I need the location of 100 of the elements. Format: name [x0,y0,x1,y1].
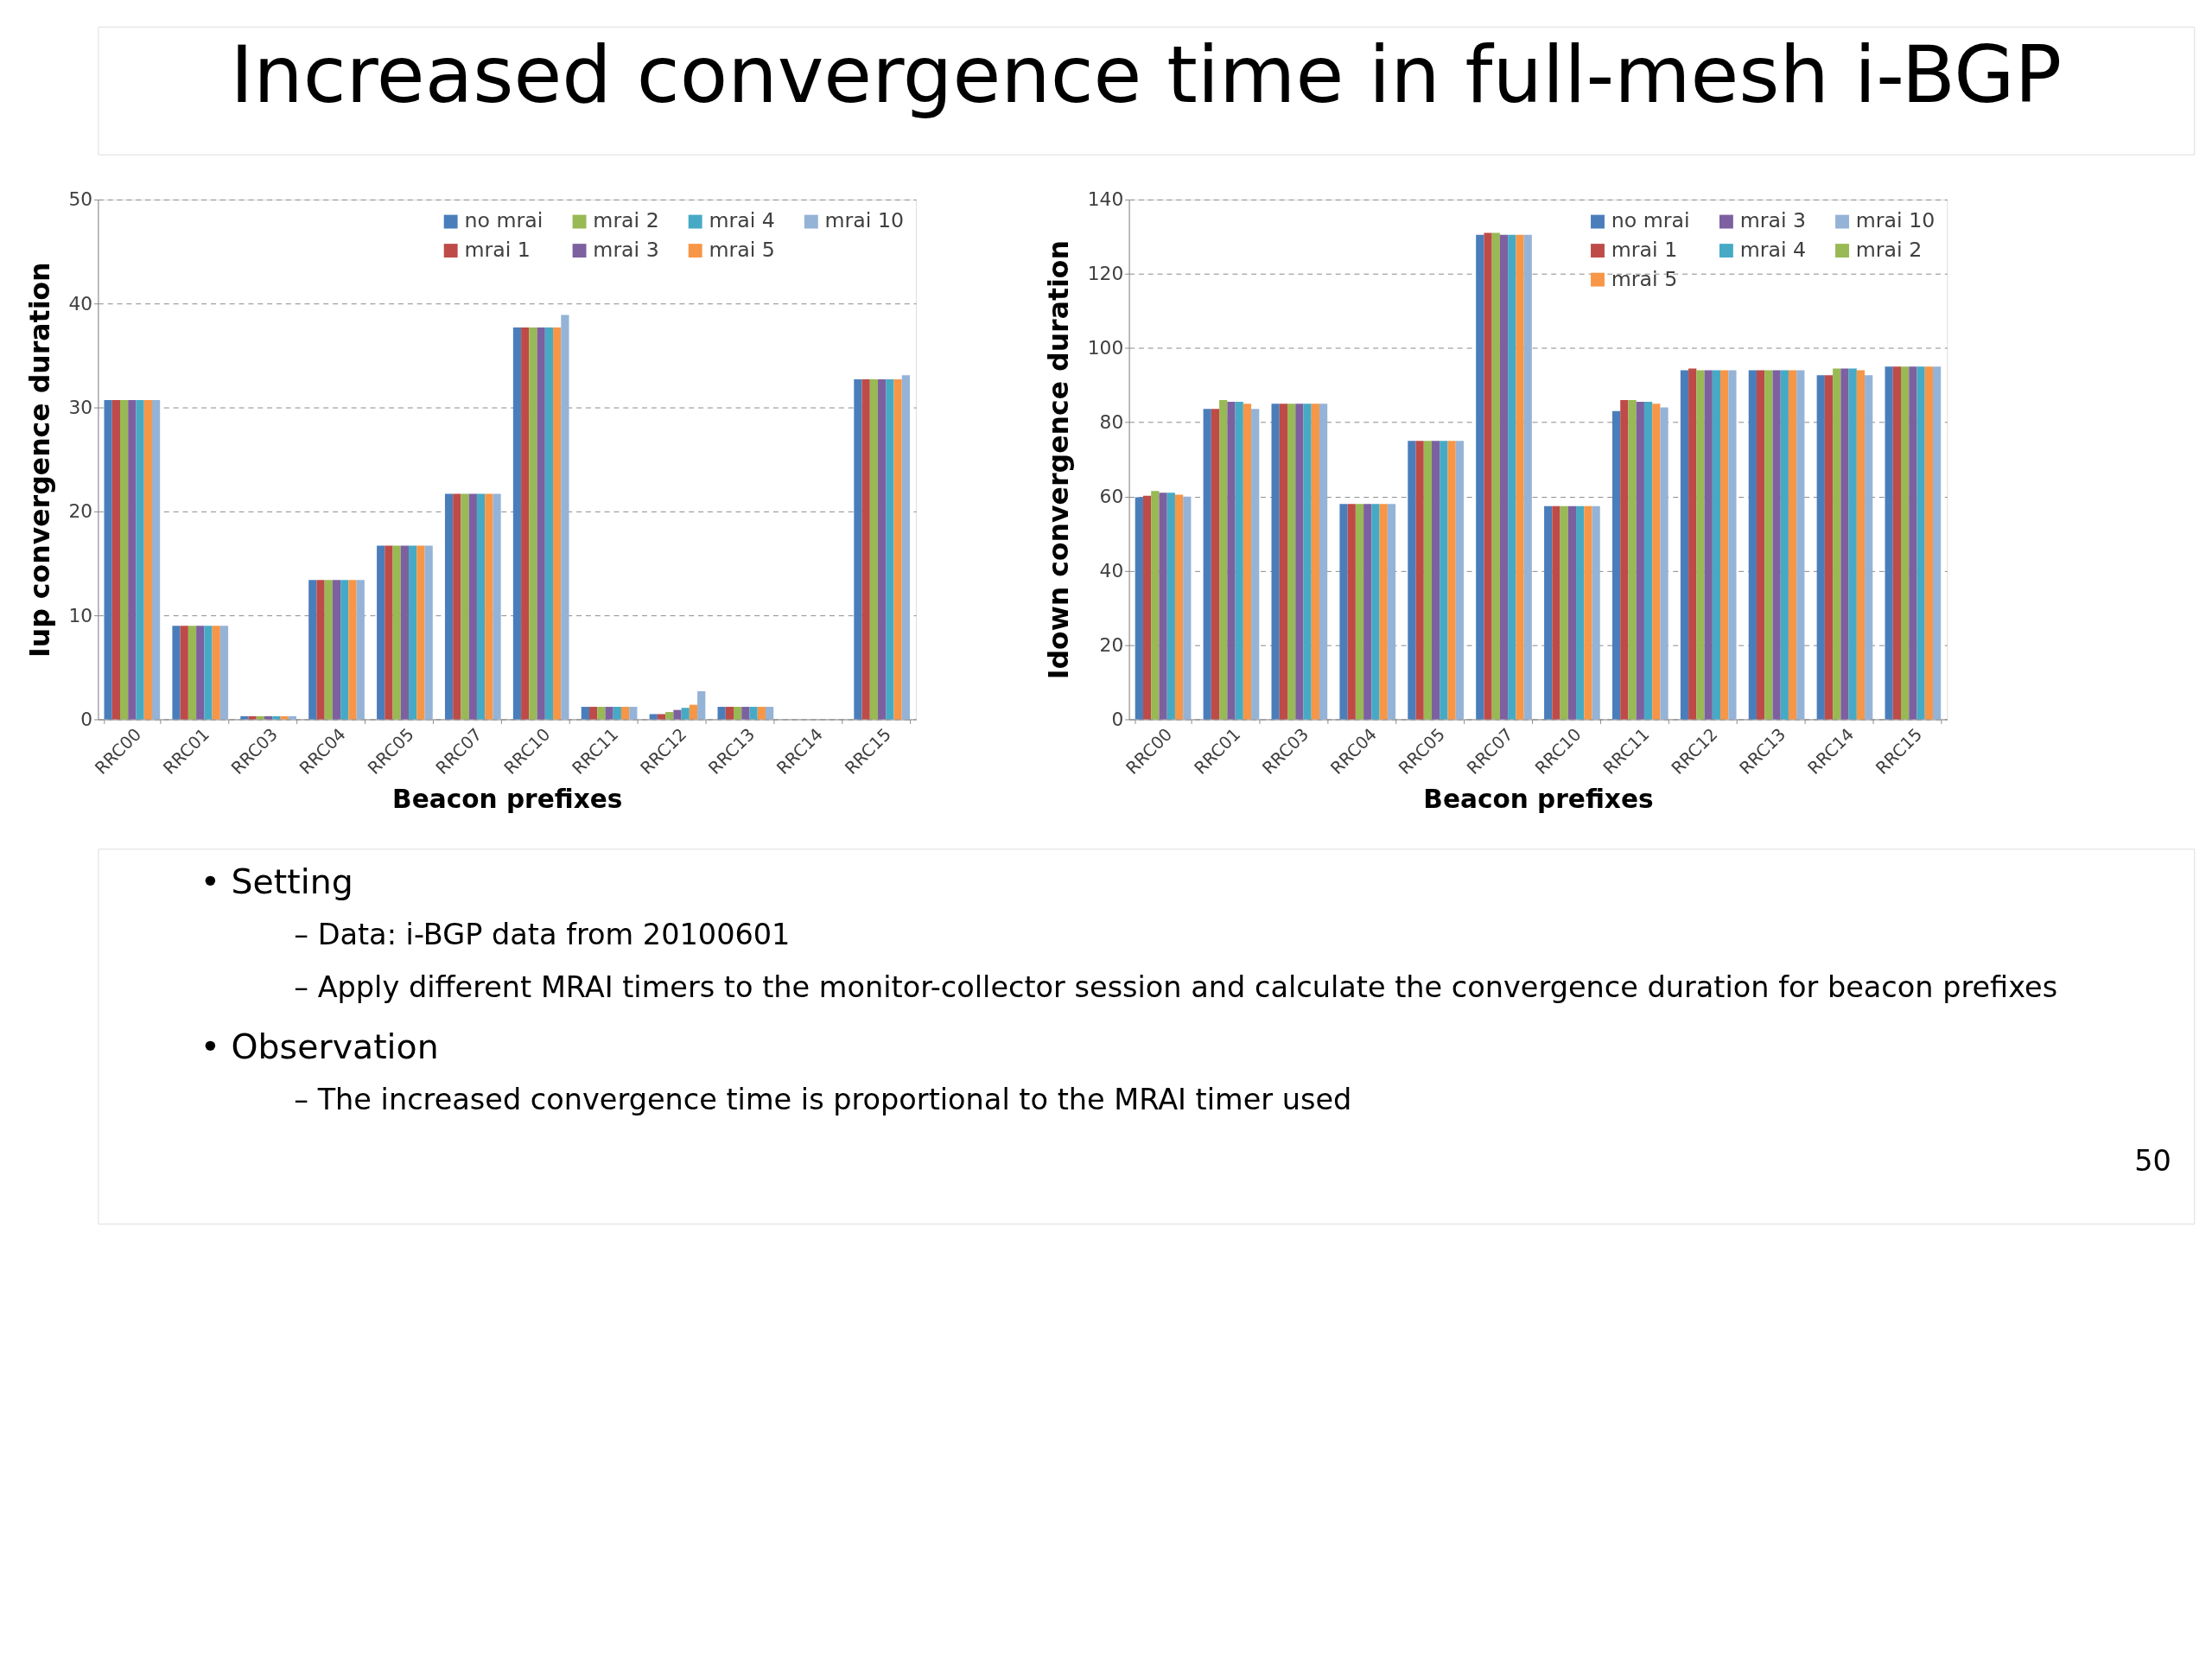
bar [409,545,417,720]
bar [521,327,530,720]
bar [1484,232,1492,720]
bar [1219,399,1228,720]
bar [749,707,758,720]
y-tick-label: 40 [1099,559,1124,582]
bar [1576,505,1585,720]
bar [1455,441,1464,720]
bar [136,400,144,720]
bar [1203,409,1211,720]
bar [605,707,613,720]
bar [356,580,365,720]
bar [869,379,879,720]
bar [544,327,554,720]
bar [1174,494,1184,720]
bar [697,690,706,720]
bar [1652,404,1661,720]
bar [104,400,112,720]
bar [561,315,569,720]
bar [1159,493,1167,720]
bar [1916,366,1925,720]
bar [385,545,393,720]
bar [1628,399,1637,720]
bar [1748,370,1757,720]
bar [1704,370,1713,720]
y-tick-label: 10 [68,604,92,626]
bar [553,327,562,720]
bar [1415,441,1424,720]
bar [1432,441,1440,720]
y-tick-label: 140 [1087,188,1124,211]
bar [1251,409,1260,720]
bar [348,580,357,720]
y-tick-label: 20 [1099,633,1124,656]
bar [212,626,220,720]
bar [1643,402,1653,720]
bar [1227,402,1236,720]
bar [219,626,229,720]
bar [1636,402,1644,720]
bar [1319,404,1328,720]
bar [468,493,477,720]
bar [1491,232,1500,720]
bar [1347,504,1356,720]
bar [485,493,493,720]
bar [1865,375,1873,720]
y-tick-label: 0 [80,708,92,730]
text: – The increased convergence time is proportional to the MRAI timer used [294,1083,1352,1117]
legend-label: mrai 5 [709,238,775,262]
bar [854,379,862,720]
bar [886,379,894,720]
bar [180,626,188,720]
bar [1840,368,1849,720]
bar [893,379,902,720]
text: Increased convergence time in full-mesh i-BGP [230,29,2063,120]
bar [111,400,120,720]
bar [1243,404,1252,720]
legend-label: mrai 5 [1611,266,1678,291]
bar [1499,234,1509,720]
y-axis-title: Iup convergence duration [23,262,55,658]
text: – Data: i-BGP data from 20100601 [294,917,791,951]
legend-label: no mrai [464,208,543,233]
bar [1379,504,1388,720]
text: – Apply different MRAI timers to the monitor-collector session and calculate the convergence duration for beacon prefixes [294,969,2058,1004]
bar [280,715,289,720]
bar [1295,404,1304,720]
bar [493,493,501,720]
y-tick-label: 80 [1099,411,1124,434]
bar [620,707,630,720]
bar [119,400,129,720]
bar [1408,441,1416,720]
bar [1909,366,1917,720]
bar [1816,375,1825,720]
bar [1371,504,1380,720]
legend-label: no mrai [1611,208,1690,233]
bar [1824,375,1834,720]
bar [901,375,910,720]
bar [196,626,205,720]
bar [1833,368,1841,720]
bar [1885,366,1893,720]
bar [1516,234,1524,720]
bar [537,327,545,720]
bar [1287,404,1296,720]
y-tick-label: 0 [1111,708,1124,730]
bar [734,707,742,720]
bar [1567,505,1577,720]
bar [1924,366,1933,720]
bar [1901,366,1910,720]
bar [1856,370,1866,720]
bar [453,493,461,720]
bar [1476,234,1484,720]
bar [1235,402,1243,720]
bar [340,580,349,720]
bar [1720,370,1729,720]
bar [1584,505,1592,720]
bar [204,626,213,720]
bar [172,626,181,720]
bar [1680,370,1689,720]
bar [512,327,522,720]
bar [392,545,401,720]
bar [1440,441,1448,720]
bar [316,580,325,720]
